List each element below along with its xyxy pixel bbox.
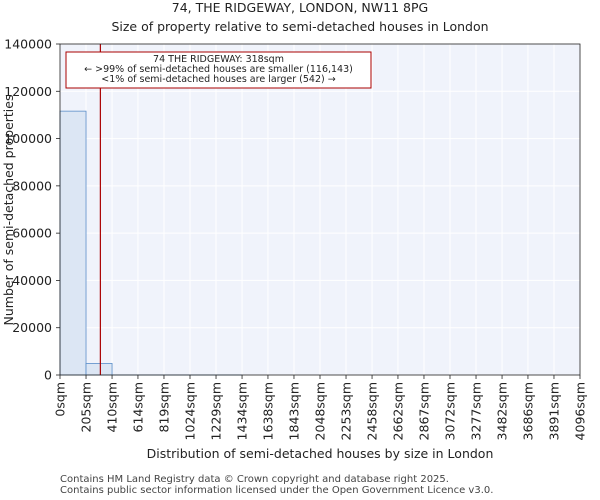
y-tick-label: 100000 bbox=[4, 131, 52, 146]
x-tick-label: 2867sqm bbox=[416, 382, 431, 440]
x-tick-label: 3277sqm bbox=[469, 382, 484, 440]
x-tick-label: 3482sqm bbox=[495, 382, 510, 440]
x-tick-label: 1229sqm bbox=[209, 382, 224, 440]
x-tick-label: 410sqm bbox=[105, 382, 120, 432]
x-tick-label: 1434sqm bbox=[235, 382, 250, 440]
x-tick-label: 819sqm bbox=[156, 382, 171, 432]
x-tick-label: 0sqm bbox=[53, 382, 68, 417]
y-axis-label: Number of semi-detached properties bbox=[1, 95, 16, 326]
x-tick-label: 614sqm bbox=[130, 382, 145, 432]
x-tick-label: 205sqm bbox=[79, 382, 94, 432]
x-tick-label: 2048sqm bbox=[313, 382, 328, 440]
histogram-bar bbox=[85, 363, 113, 376]
y-axis-ticks: 0 20000 40000 60000 80000 100000 120000 140000 bbox=[4, 37, 60, 383]
x-tick-label: 1024sqm bbox=[183, 382, 198, 440]
x-axis-label: Distribution of semi-detached houses by … bbox=[147, 446, 494, 461]
x-tick-label: 4096sqm bbox=[573, 382, 588, 440]
footer-copyright: Contains HM Land Registry data © Crown c… bbox=[60, 474, 449, 485]
x-tick-label: 1638sqm bbox=[260, 382, 275, 440]
x-tick-label: 2253sqm bbox=[339, 382, 354, 440]
y-tick-label: 80000 bbox=[12, 178, 52, 193]
histogram-bar bbox=[59, 110, 87, 376]
x-tick-label: 3072sqm bbox=[443, 382, 458, 440]
x-tick-label: 3891sqm bbox=[546, 382, 561, 440]
x-axis-ticks: 0sqm 205sqm 410sqm 614sqm 819sqm 1024sqm 1229s… bbox=[53, 375, 588, 440]
annotation-box bbox=[65, 51, 372, 89]
y-tick-label: 40000 bbox=[12, 273, 52, 288]
y-tick-label: 120000 bbox=[4, 84, 52, 99]
annotation-line: <1% of semi-detached houses are larger (… bbox=[101, 74, 335, 85]
y-tick-label: 60000 bbox=[12, 226, 52, 241]
y-tick-label: 0 bbox=[44, 368, 52, 383]
y-tick-label: 140000 bbox=[4, 37, 52, 52]
grid bbox=[59, 43, 581, 376]
x-tick-label: 2458sqm bbox=[365, 382, 380, 440]
x-tick-label: 3686sqm bbox=[520, 382, 535, 440]
bars bbox=[59, 110, 243, 376]
x-tick-label: 2662sqm bbox=[390, 382, 405, 440]
x-tick-label: 1843sqm bbox=[286, 382, 301, 440]
chart-subtitle: Size of property relative to semi-detach… bbox=[111, 19, 488, 34]
annotation: 74 THE RIDGEWAY: 318sqm ← >99% of semi-d… bbox=[65, 51, 372, 89]
footer-licence: Contains public sector information licen… bbox=[60, 485, 494, 496]
chart-title: 74, THE RIDGEWAY, LONDON, NW11 8PG bbox=[172, 0, 428, 15]
annotation-line: 74 THE RIDGEWAY: 318sqm bbox=[153, 54, 284, 65]
annotation-line: ← >99% of semi-detached houses are small… bbox=[84, 64, 353, 75]
y-tick-label: 20000 bbox=[12, 320, 52, 335]
